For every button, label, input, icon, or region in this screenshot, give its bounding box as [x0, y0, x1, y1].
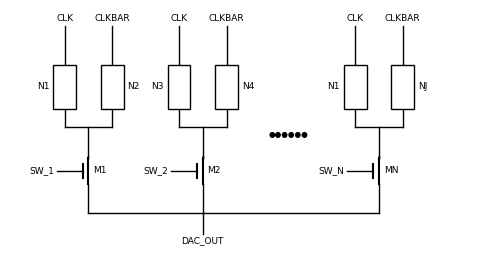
Text: CLK: CLK: [171, 15, 187, 23]
Bar: [101, 65, 124, 109]
Text: DAC_OUT: DAC_OUT: [182, 236, 224, 246]
Text: MN: MN: [384, 166, 398, 175]
Text: M2: M2: [207, 166, 221, 175]
Bar: [391, 65, 414, 109]
Text: N1: N1: [327, 82, 340, 91]
Text: CLKBAR: CLKBAR: [94, 15, 130, 23]
Bar: [344, 65, 367, 109]
Text: SW_2: SW_2: [144, 166, 169, 175]
Text: N4: N4: [242, 82, 254, 91]
Text: N2: N2: [127, 82, 140, 91]
Text: N1: N1: [37, 82, 50, 91]
Text: ●●●●●●: ●●●●●●: [269, 130, 309, 139]
Text: M1: M1: [93, 166, 107, 175]
Text: CLK: CLK: [56, 15, 73, 23]
Text: N3: N3: [151, 82, 164, 91]
Text: NJ: NJ: [418, 82, 428, 91]
Bar: [168, 65, 190, 109]
Bar: [215, 65, 238, 109]
Text: CLK: CLK: [347, 15, 364, 23]
Text: SW_N: SW_N: [319, 166, 345, 175]
Bar: [53, 65, 76, 109]
Text: SW_1: SW_1: [29, 166, 54, 175]
Text: CLKBAR: CLKBAR: [385, 15, 421, 23]
Text: CLKBAR: CLKBAR: [209, 15, 245, 23]
